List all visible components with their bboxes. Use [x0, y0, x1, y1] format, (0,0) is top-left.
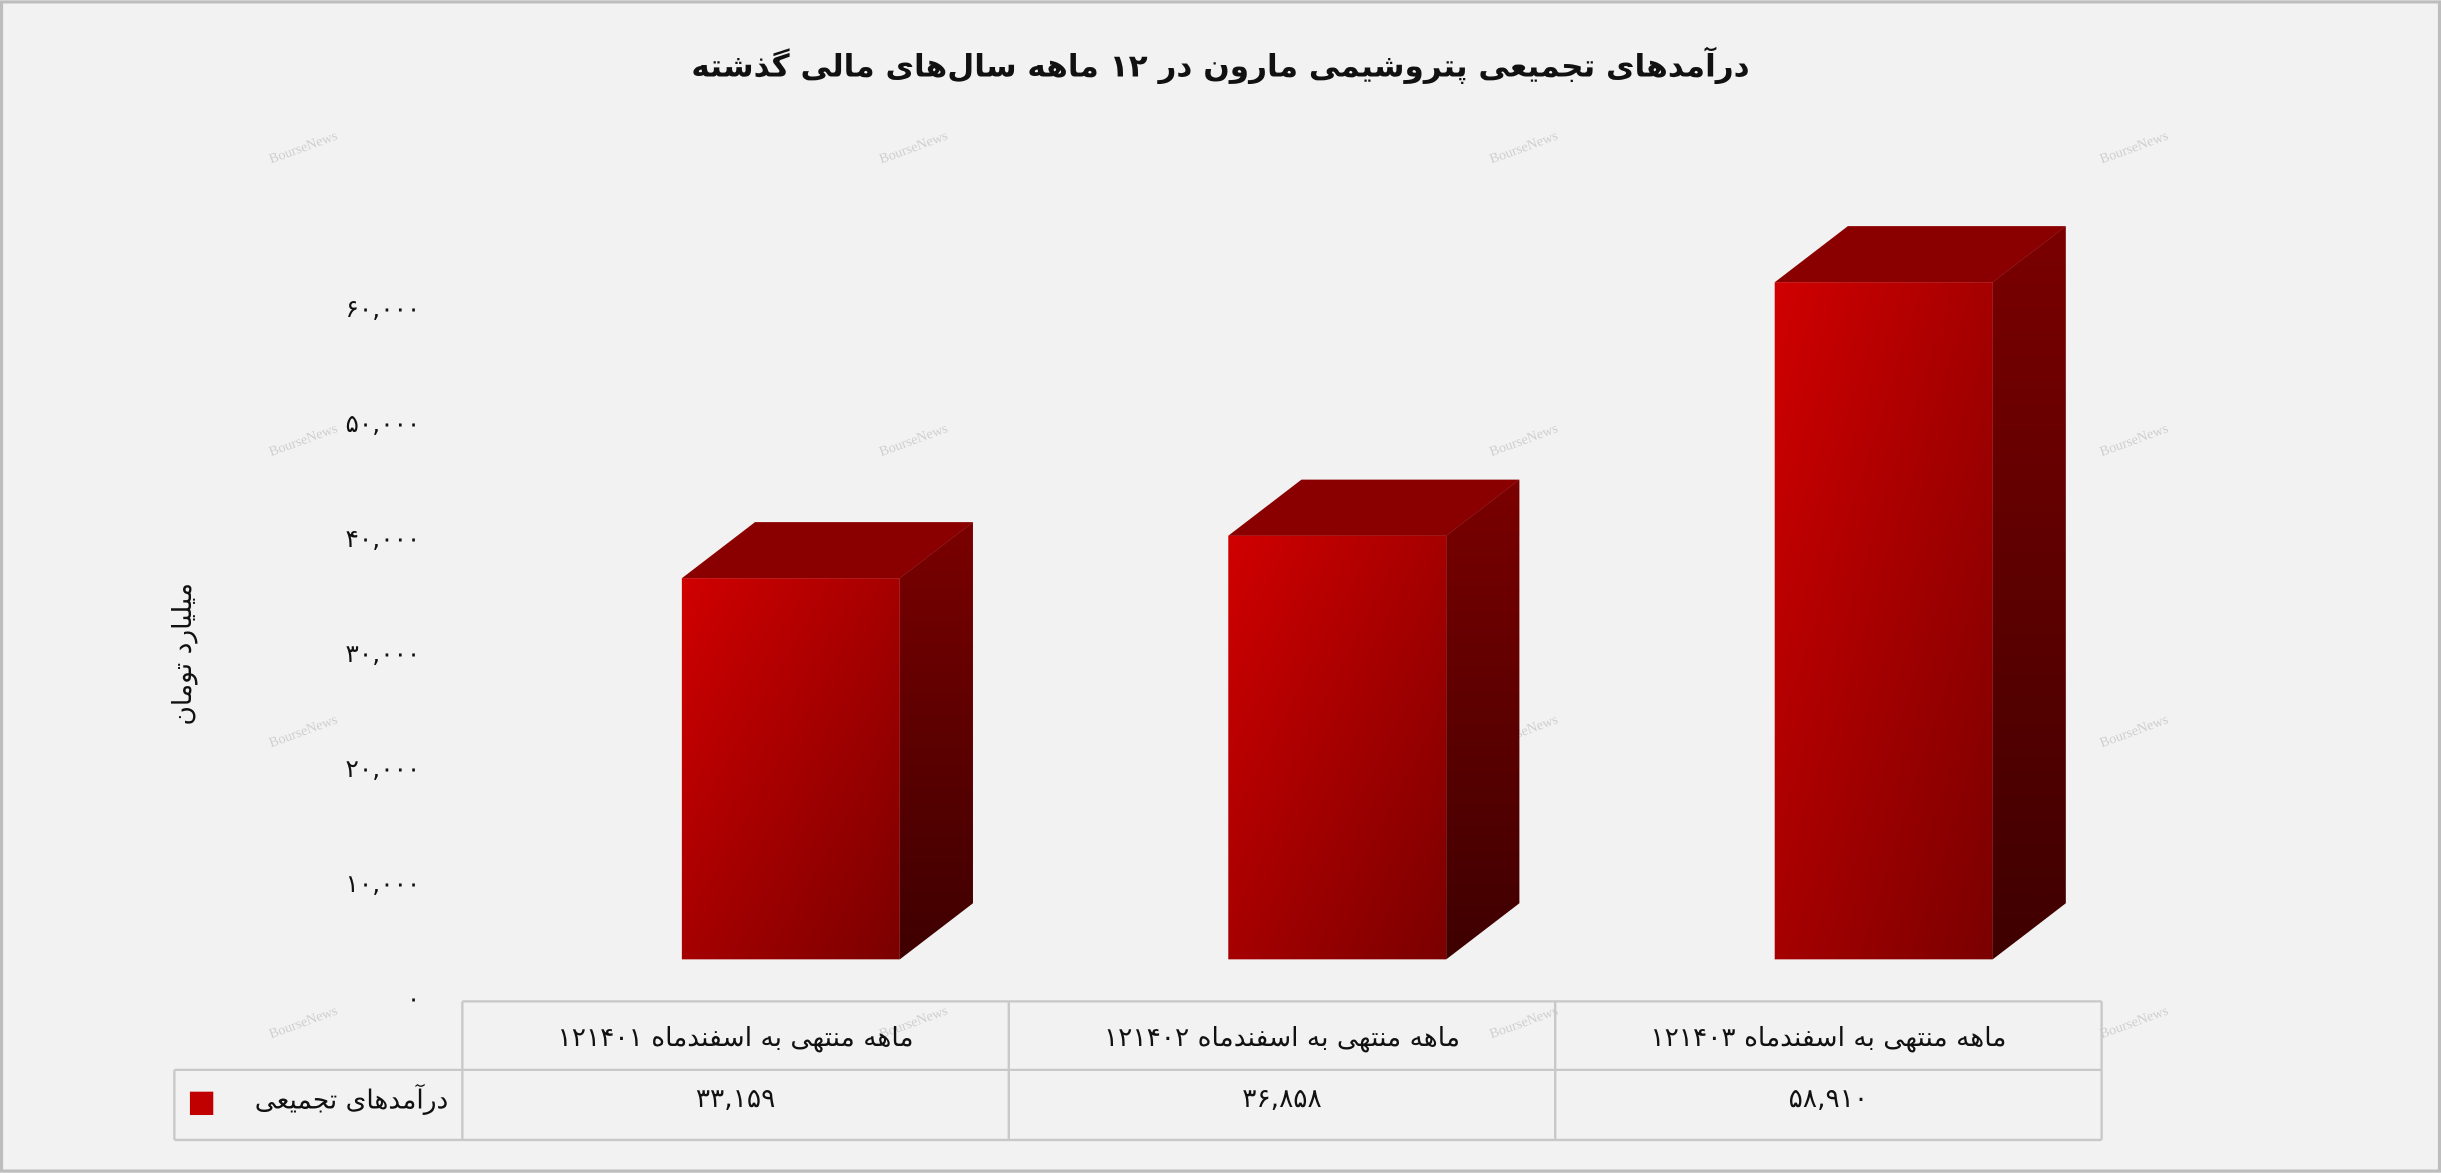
bar	[1228, 535, 1447, 960]
value-label: ۳۶,۸۵۸	[1242, 1083, 1321, 1114]
bar	[681, 578, 900, 960]
x-tick-label: ۱۲ماهه منتهی به اسفندماه ۱۴۰۲	[1104, 1022, 1460, 1053]
y-tick-label: ۰	[407, 984, 420, 1013]
bar-side	[1992, 226, 2066, 960]
y-tick-label: ۱۰,۰۰۰	[346, 869, 421, 898]
y-tick-label: ۴۰,۰۰۰	[346, 524, 421, 553]
bar-side	[899, 522, 973, 960]
x-tick-label: ۱۲ماهه منتهی به اسفندماه ۱۴۰۳	[1650, 1022, 2006, 1053]
legend-key	[189, 1091, 214, 1116]
bar-side	[1446, 479, 1520, 960]
value-label: ۵۸,۹۱۰	[1789, 1083, 1868, 1114]
bar	[1774, 282, 1993, 960]
bar-top	[1228, 479, 1520, 536]
chart-title: درآمدهای تجمیعی پتروشیمی مارون در ۱۲ ماه…	[691, 45, 1749, 84]
y-tick-label: ۳۰,۰۰۰	[346, 639, 421, 668]
value-label: ۳۳,۱۵۹	[696, 1083, 775, 1114]
y-axis-label: میلیارد تومان	[167, 583, 198, 726]
data-table: درآمدهای تجمیعی ۱۲ماهه منتهی به اسفندماه …	[173, 1000, 2103, 1142]
y-tick-label: ۶۰,۰۰۰	[346, 294, 421, 323]
bar-top	[681, 522, 973, 579]
y-tick-label: ۲۰,۰۰۰	[346, 754, 421, 783]
legend-label: درآمدهای تجمیعی	[255, 1084, 449, 1116]
bar-top	[1774, 226, 2066, 283]
plot: ۰ ۱۰,۰۰۰ ۲۰,۰۰۰ ۳۰,۰۰۰ ۴۰,۰۰۰ ۵۰,۰۰۰ ۶۰,۰۰۰	[346, 226, 2066, 1013]
x-tick-label: ۱۲ماهه منتهی به اسفندماه ۱۴۰۱	[558, 1022, 914, 1053]
y-tick-label: ۵۰,۰۰۰	[346, 409, 421, 438]
